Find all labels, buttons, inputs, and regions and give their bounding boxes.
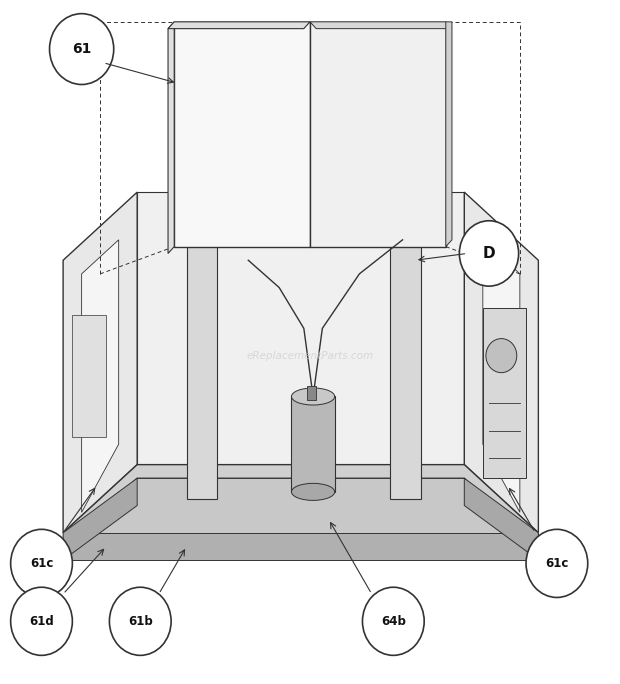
Polygon shape (63, 533, 538, 560)
Polygon shape (63, 464, 538, 533)
Circle shape (50, 14, 113, 85)
Circle shape (363, 588, 424, 655)
Polygon shape (63, 192, 137, 533)
Polygon shape (168, 22, 174, 254)
Text: eReplacementParts.com: eReplacementParts.com (246, 351, 374, 360)
Circle shape (11, 588, 73, 655)
Polygon shape (168, 22, 310, 29)
Polygon shape (390, 226, 421, 499)
Circle shape (486, 339, 516, 373)
Text: 61c: 61c (30, 557, 53, 570)
Circle shape (459, 221, 518, 286)
Polygon shape (464, 192, 538, 533)
Polygon shape (137, 192, 464, 464)
Circle shape (11, 529, 73, 597)
Polygon shape (63, 478, 137, 560)
Ellipse shape (291, 484, 335, 501)
Ellipse shape (291, 388, 335, 405)
Circle shape (526, 529, 588, 597)
Text: 61: 61 (72, 42, 91, 56)
Polygon shape (82, 240, 118, 512)
Polygon shape (483, 240, 520, 512)
FancyBboxPatch shape (291, 397, 335, 492)
FancyBboxPatch shape (307, 386, 316, 400)
Text: 61b: 61b (128, 615, 153, 628)
Polygon shape (310, 22, 446, 247)
Polygon shape (187, 226, 218, 499)
Circle shape (109, 588, 171, 655)
Polygon shape (483, 308, 526, 478)
Text: 61c: 61c (545, 557, 569, 570)
Polygon shape (310, 22, 452, 29)
Text: D: D (483, 246, 495, 261)
FancyBboxPatch shape (73, 315, 106, 437)
Text: 61d: 61d (29, 615, 54, 628)
Text: 64b: 64b (381, 615, 405, 628)
Polygon shape (446, 22, 452, 247)
Polygon shape (174, 22, 310, 247)
Polygon shape (63, 478, 538, 547)
Polygon shape (464, 478, 538, 560)
